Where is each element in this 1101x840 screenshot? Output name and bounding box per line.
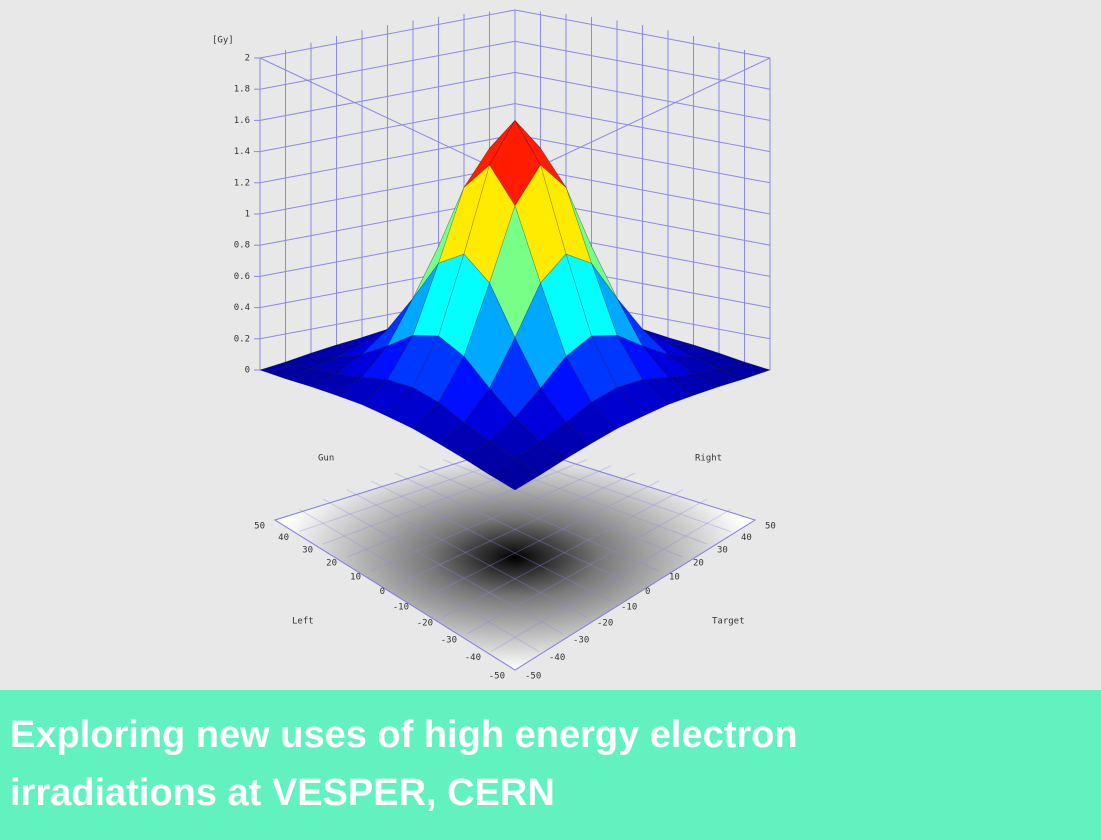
y-tick-label: 40: [741, 533, 752, 543]
floor-grid-line: [490, 508, 732, 653]
floor-grid-line: [442, 459, 684, 558]
surface-cell: [488, 458, 542, 491]
floor-grid-line: [370, 465, 612, 572]
chart: [Gy] Gun Right Left Target 0 0.2 0.4 0.6 0.8…: [212, 9, 776, 682]
x-tick-label: -50: [489, 672, 505, 682]
surface: [259, 119, 771, 491]
floor-grid-line: [442, 489, 684, 618]
floor-plane: [273, 444, 757, 671]
floor-grid-line: [298, 508, 540, 653]
x-tick-label: 40: [278, 533, 289, 543]
corner-label: Right: [695, 454, 722, 464]
x-tick-label: 30: [302, 546, 313, 556]
caption: Exploring new uses of high energy electr…: [10, 714, 798, 814]
y-tick-label: 10: [669, 573, 680, 583]
floor-grid-line: [514, 519, 756, 671]
floor-grid-line: [274, 519, 516, 671]
box-edge: [514, 57, 771, 179]
floor-grid-line: [322, 498, 564, 635]
x-tick-label: 0: [380, 587, 385, 597]
x-tick-label: 10: [350, 573, 361, 583]
floor-grid-line: [394, 472, 636, 587]
x-tick-label: 20: [326, 559, 337, 569]
z-tick-label: 1.4: [234, 147, 250, 157]
y-tick-label: 30: [717, 546, 728, 556]
z-tick-label: 0.6: [234, 272, 250, 282]
x-tick-label: -10: [393, 603, 409, 613]
z-tick-label: 1.6: [234, 116, 250, 126]
z-tick-label: 0.8: [234, 241, 250, 251]
floor-grid-line: [466, 498, 708, 635]
z-tick-label: 2: [245, 54, 250, 64]
x-tick-label: -40: [465, 653, 481, 663]
x-axis-label: Left: [292, 617, 314, 627]
z-tick-label: 0: [245, 366, 250, 376]
y-tick-label: -10: [621, 603, 637, 613]
floor-grid-line: [346, 489, 588, 618]
y-tick-label: -50: [525, 672, 541, 682]
z-tick-label: 1.2: [234, 178, 250, 188]
floor-grid-line: [418, 465, 660, 572]
z-tick-label: 1: [245, 210, 250, 220]
y-tick-label: -20: [597, 619, 613, 629]
y-tick-label: -40: [549, 653, 565, 663]
corner-label: Gun: [318, 454, 334, 464]
y-tick-label: -30: [573, 636, 589, 646]
box-edge: [259, 57, 516, 179]
floor-grid-line: [370, 480, 612, 602]
z-axis-label: [Gy]: [212, 36, 234, 46]
x-tick-label: 50: [254, 522, 265, 532]
labels: [Gy] Gun Right Left Target 0 0.2 0.4 0.6 0.8…: [212, 36, 776, 682]
z-tick-label: 0.4: [234, 303, 250, 313]
y-tick-label: 50: [765, 522, 776, 532]
floor-grid-line: [394, 472, 636, 587]
z-tick-label: 0.2: [234, 334, 250, 344]
y-axis-label: Target: [712, 617, 745, 627]
x-tick-label: -20: [417, 619, 433, 629]
floor-grid-line: [418, 480, 660, 602]
y-tick-label: 0: [645, 587, 650, 597]
floor-grid-line: [346, 459, 588, 558]
z-tick-label: 1.8: [234, 85, 250, 95]
y-tick-label: 20: [693, 559, 704, 569]
x-tick-label: -30: [441, 636, 457, 646]
caption-band: Exploring new uses of high energy electr…: [0, 690, 1101, 840]
